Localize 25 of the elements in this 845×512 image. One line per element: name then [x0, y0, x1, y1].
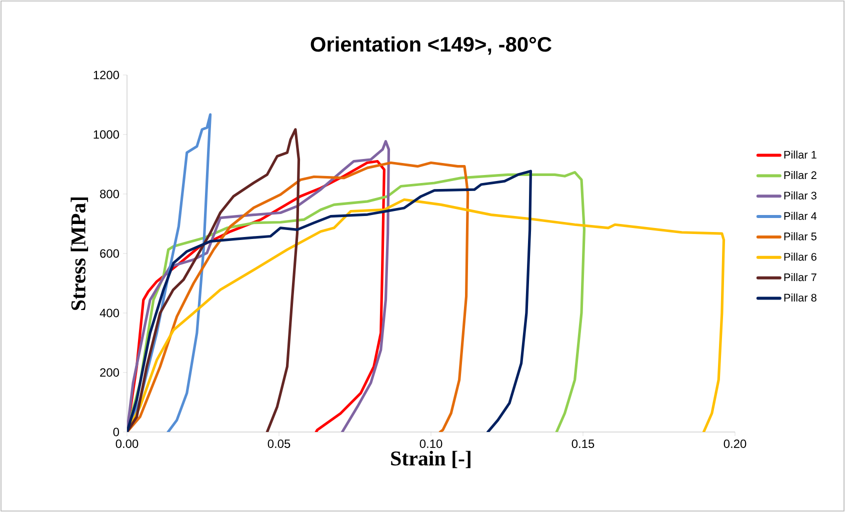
y-tick-label: 1000 [94, 130, 120, 139]
x-tick-label: 0.05 [268, 440, 290, 448]
legend-label: Pillar 6 [784, 252, 816, 261]
chart-title: Orientation <149>, -80°C [310, 36, 552, 55]
y-tick-label: 0 [113, 428, 120, 436]
line-series [127, 161, 470, 432]
y-tick-label: 800 [100, 190, 120, 198]
x-tick-label: 0.15 [572, 440, 594, 448]
legend-label: Pillar 2 [784, 171, 816, 180]
x-tick-label: 0.20 [724, 440, 746, 448]
line-series [127, 128, 300, 432]
legend-label: Pillar 5 [784, 232, 816, 240]
y-tick-label: 1200 [94, 70, 120, 80]
legend-label: Pillar 1 [784, 150, 816, 159]
y-axis-title: Stress [MPa] [70, 197, 88, 310]
legend-label: Pillar 7 [784, 273, 816, 282]
x-axis-title: Strain [-] [391, 450, 470, 468]
legend-label: Pillar 4 [784, 212, 817, 220]
x-tick-label: 0.10 [420, 440, 442, 448]
legend-label: Pillar 8 [784, 294, 816, 302]
y-tick-label: 400 [100, 308, 120, 318]
y-tick-label: 600 [100, 249, 120, 258]
y-tick-label: 200 [100, 368, 120, 377]
x-tick-label: 0.00 [116, 440, 138, 448]
legend-label: Pillar 3 [784, 191, 816, 200]
